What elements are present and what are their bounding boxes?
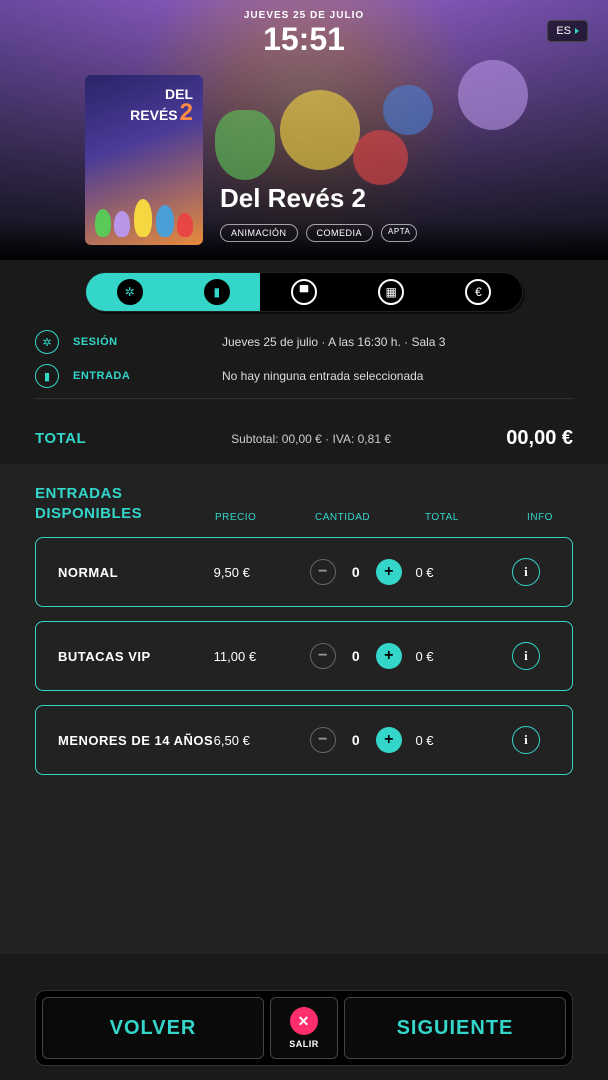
close-icon: ✕ xyxy=(290,1007,318,1035)
total-value: 00,00 € xyxy=(506,427,573,450)
back-button[interactable]: VOLVER xyxy=(42,997,264,1059)
tag-comedy: COMEDIA xyxy=(306,224,374,242)
qty-minus-button[interactable]: − xyxy=(310,643,336,669)
step-film[interactable]: ✲ xyxy=(86,279,173,305)
exit-button[interactable]: ✕ SALIR xyxy=(270,997,338,1059)
ticket-price: 6,50 € xyxy=(214,733,310,748)
info-button[interactable]: i xyxy=(512,558,540,586)
language-selector[interactable]: ES xyxy=(547,20,588,42)
step-snack[interactable]: ▦ xyxy=(348,279,435,305)
th-price: PRECIO xyxy=(215,512,315,523)
popcorn-icon: ▦ xyxy=(386,285,397,299)
ticket-price: 9,50 € xyxy=(214,565,310,580)
info-button[interactable]: i xyxy=(512,642,540,670)
session-icon: ✲ xyxy=(35,330,59,354)
ticket-row: BUTACAS VIP 11,00 € − 0 + 0 € i xyxy=(35,621,573,691)
entry-label: ENTRADA xyxy=(73,370,133,382)
ticket-total: 0 € xyxy=(415,649,501,664)
th-info: INFO xyxy=(515,512,565,523)
th-total: TOTAL xyxy=(425,512,515,523)
step-seat[interactable]: ▀ xyxy=(260,279,347,305)
qty-plus-button[interactable]: + xyxy=(376,559,402,585)
date-label: JUEVES 25 DE JULIO xyxy=(0,10,608,21)
progress-stepper: ✲ ▮ ▀ ▦ € xyxy=(85,272,523,312)
header-hero: JUEVES 25 DE JULIO 15:51 ES DEL REVÉS2 D… xyxy=(0,0,608,260)
session-label: SESIÓN xyxy=(73,336,133,348)
time-label: 15:51 xyxy=(0,21,608,58)
tag-rating: APTA xyxy=(381,224,417,242)
entry-value: No hay ninguna entrada seleccionada xyxy=(222,369,423,383)
language-code: ES xyxy=(556,25,571,37)
qty-plus-button[interactable]: + xyxy=(376,727,402,753)
info-button[interactable]: i xyxy=(512,726,540,754)
ticket-total: 0 € xyxy=(415,733,501,748)
ticket-name: NORMAL xyxy=(58,565,214,580)
bottom-bar: VOLVER ✕ SALIR SIGUIENTE xyxy=(35,990,573,1066)
ticket-row: MENORES DE 14 AÑOS 6,50 € − 0 + 0 € i xyxy=(35,705,573,775)
ticket-row: NORMAL 9,50 € − 0 + 0 € i xyxy=(35,537,573,607)
qty-minus-button[interactable]: − xyxy=(310,559,336,585)
step-ticket[interactable]: ▮ xyxy=(173,279,260,305)
qty-minus-button[interactable]: − xyxy=(310,727,336,753)
ticket-total: 0 € xyxy=(415,565,501,580)
next-button[interactable]: SIGUIENTE xyxy=(344,997,566,1059)
film-reel-icon: ✲ xyxy=(125,285,135,299)
euro-icon: € xyxy=(475,285,482,299)
ticket-name: BUTACAS VIP xyxy=(58,649,214,664)
ticket-price: 11,00 € xyxy=(214,649,310,664)
total-label: TOTAL xyxy=(35,430,86,447)
tickets-title: ENTRADAS DISPONIBLES xyxy=(35,484,215,523)
qty-value: 0 xyxy=(350,564,362,580)
divider xyxy=(35,398,573,399)
exit-label: SALIR xyxy=(289,1039,319,1049)
qty-value: 0 xyxy=(350,648,362,664)
tag-animation: ANIMACIÓN xyxy=(220,224,298,242)
subtotal-text: Subtotal: 00,00 € · IVA: 0,81 € xyxy=(231,432,391,446)
step-pay[interactable]: € xyxy=(435,279,522,305)
th-qty: CANTIDAD xyxy=(315,512,425,523)
qty-plus-button[interactable]: + xyxy=(376,643,402,669)
movie-tags: ANIMACIÓN COMEDIA APTA xyxy=(220,224,417,242)
qty-value: 0 xyxy=(350,732,362,748)
ticket-icon: ▮ xyxy=(213,285,220,299)
ticket-name: MENORES DE 14 AÑOS xyxy=(58,733,214,748)
session-value: Jueves 25 de julio · A las 16:30 h. · Sa… xyxy=(222,335,445,349)
movie-poster: DEL REVÉS2 xyxy=(85,75,203,245)
ticket-small-icon: ▮ xyxy=(35,364,59,388)
seat-icon: ▀ xyxy=(300,285,309,299)
movie-title: Del Revés 2 xyxy=(220,183,417,214)
